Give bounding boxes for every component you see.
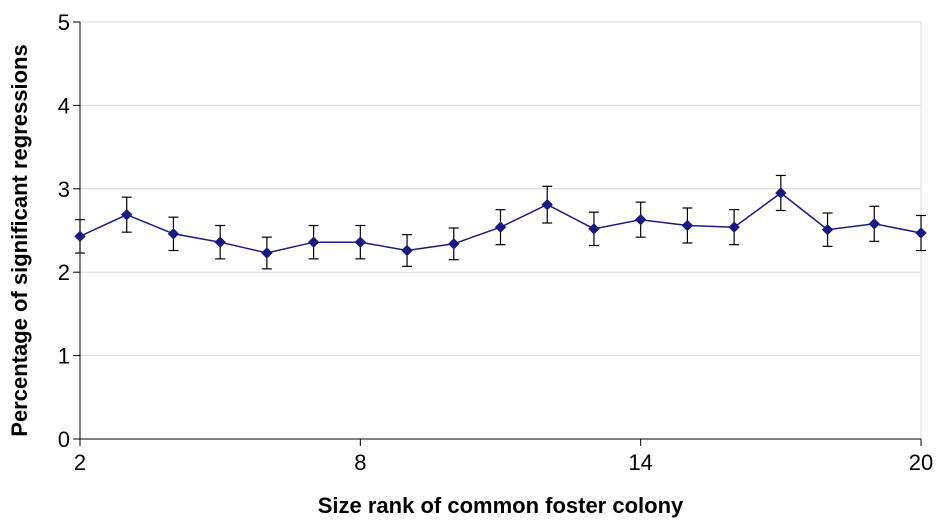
data-point <box>681 219 694 232</box>
data-point <box>354 236 367 248</box>
x-tick-label: 8 <box>354 450 366 475</box>
data-point <box>915 227 927 239</box>
y-axis-title: Percentage of significant regressions <box>7 44 32 436</box>
x-tick-label: 2 <box>74 450 86 475</box>
data-point <box>167 228 180 240</box>
data-point <box>214 236 226 248</box>
y-tick-label: 5 <box>58 10 70 35</box>
data-point <box>775 187 787 199</box>
data-point <box>261 247 273 259</box>
x-axis-title: Size rank of common foster colony <box>318 493 684 518</box>
y-tick-label: 3 <box>58 177 70 202</box>
data-point <box>494 221 507 233</box>
x-tick-label: 20 <box>909 450 933 475</box>
data-point <box>307 236 320 248</box>
data-point <box>588 223 600 235</box>
data-point <box>121 208 133 221</box>
y-tick-label: 4 <box>58 93 70 118</box>
data-point <box>401 244 413 257</box>
data-point <box>868 218 880 230</box>
y-tick-label: 1 <box>58 344 70 369</box>
data-point <box>821 223 834 236</box>
x-tick-labels: 2 8 14 20 <box>74 450 933 475</box>
data-series <box>74 174 927 270</box>
y-tick-label: 2 <box>58 260 70 285</box>
data-point <box>74 230 86 243</box>
y-tick-label: 0 <box>58 427 70 452</box>
data-point <box>634 213 647 226</box>
axes <box>73 21 922 446</box>
y-tick-labels: 0 1 2 3 4 5 <box>58 10 70 452</box>
x-tick-label: 14 <box>628 450 652 475</box>
data-point <box>448 238 460 250</box>
data-point <box>541 198 553 211</box>
data-point <box>728 221 740 233</box>
